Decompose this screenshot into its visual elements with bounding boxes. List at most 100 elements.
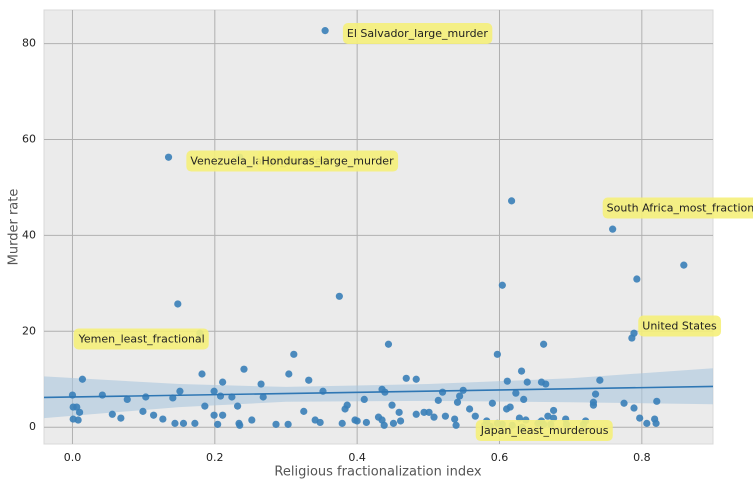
x-tick-label: 0.0 <box>64 451 82 464</box>
data-point <box>430 413 438 421</box>
plot-area <box>43 9 714 445</box>
data-point <box>139 407 147 415</box>
data-point <box>341 405 349 413</box>
data-point <box>108 410 116 418</box>
data-point <box>300 407 308 415</box>
annotation-text: Yemen_least_fractional <box>78 332 205 345</box>
data-point <box>219 378 227 386</box>
data-point <box>523 378 531 386</box>
data-point <box>620 399 628 407</box>
data-point <box>321 27 329 35</box>
data-point <box>630 329 638 337</box>
data-point <box>653 397 661 405</box>
data-point <box>338 419 346 427</box>
data-point <box>438 388 447 396</box>
annotation-text: Honduras_large_murder <box>262 155 395 168</box>
data-point <box>210 411 218 419</box>
data-point <box>272 420 280 428</box>
data-point <box>380 421 388 429</box>
data-point <box>335 292 343 300</box>
data-point <box>453 398 462 406</box>
data-point <box>471 412 479 420</box>
annotation-text: South Africa_most_fractional <box>607 202 753 215</box>
annotation-box <box>257 150 399 172</box>
data-point <box>248 416 256 424</box>
data-point <box>159 415 167 423</box>
data-point <box>549 414 558 422</box>
data-point <box>362 418 371 427</box>
annotation-box <box>638 315 722 337</box>
data-point <box>520 395 528 404</box>
data-point <box>360 395 368 404</box>
data-point <box>503 377 511 385</box>
annotation-text: Japan_least_murderous <box>480 424 609 437</box>
data-point <box>98 391 106 399</box>
annotation-box <box>475 420 613 442</box>
data-point <box>395 408 403 416</box>
data-point <box>452 421 460 429</box>
data-point <box>412 410 420 418</box>
annotation: El Salvador_large_murder <box>342 22 493 44</box>
data-point <box>201 402 209 410</box>
regression-line <box>43 385 714 399</box>
y-tick-label: 20 <box>22 324 36 337</box>
data-point <box>150 411 158 419</box>
data-point <box>549 406 558 415</box>
data-point <box>596 376 604 384</box>
data-point <box>236 421 244 429</box>
annotation: Yemen_least_fractional <box>73 328 209 350</box>
data-point <box>636 414 644 422</box>
data-point <box>420 408 428 416</box>
data-point <box>434 396 442 404</box>
annotation: United States <box>638 315 722 337</box>
data-point <box>78 375 87 383</box>
data-point <box>643 419 651 427</box>
data-point <box>517 367 526 375</box>
data-point <box>652 419 660 427</box>
data-point <box>402 374 410 382</box>
data-point <box>540 340 548 348</box>
data-point <box>319 387 327 395</box>
data-point <box>216 392 225 400</box>
data-point <box>507 197 516 205</box>
data-point <box>353 417 361 425</box>
data-point <box>384 340 393 348</box>
data-point <box>589 401 598 409</box>
annotation-box <box>342 22 493 44</box>
data-point <box>441 412 449 420</box>
data-point <box>633 275 641 283</box>
data-point <box>396 417 405 425</box>
data-point <box>305 376 313 384</box>
data-point <box>257 380 265 388</box>
data-point <box>174 300 182 308</box>
y-tick-label: 40 <box>22 228 36 241</box>
y-tick-label: 0 <box>29 420 36 433</box>
data-point <box>233 402 242 410</box>
data-point <box>544 412 552 420</box>
y-tick-label: 60 <box>22 132 36 145</box>
data-point <box>680 261 688 269</box>
data-point <box>630 404 638 412</box>
data-point <box>214 420 222 428</box>
data-point <box>117 414 125 422</box>
data-point <box>425 408 433 416</box>
data-point <box>503 405 511 413</box>
data-point <box>488 399 496 407</box>
data-point <box>259 393 267 401</box>
data-point <box>456 392 464 400</box>
data-point <box>512 389 520 397</box>
y-axis-title: Murder rate <box>7 189 22 266</box>
annotation-text: El Salvador_large_murder <box>347 27 488 40</box>
data-point <box>285 370 293 378</box>
x-tick-label: 0.6 <box>491 451 509 464</box>
data-point <box>142 393 150 401</box>
data-point <box>591 390 600 398</box>
data-point <box>493 350 501 358</box>
data-point <box>176 387 184 395</box>
data-point <box>171 419 179 427</box>
x-tick-label: 0.8 <box>633 451 651 464</box>
x-tick-label: 0.4 <box>348 451 366 464</box>
y-tick-label: 80 <box>22 37 36 50</box>
data-point <box>542 380 550 388</box>
